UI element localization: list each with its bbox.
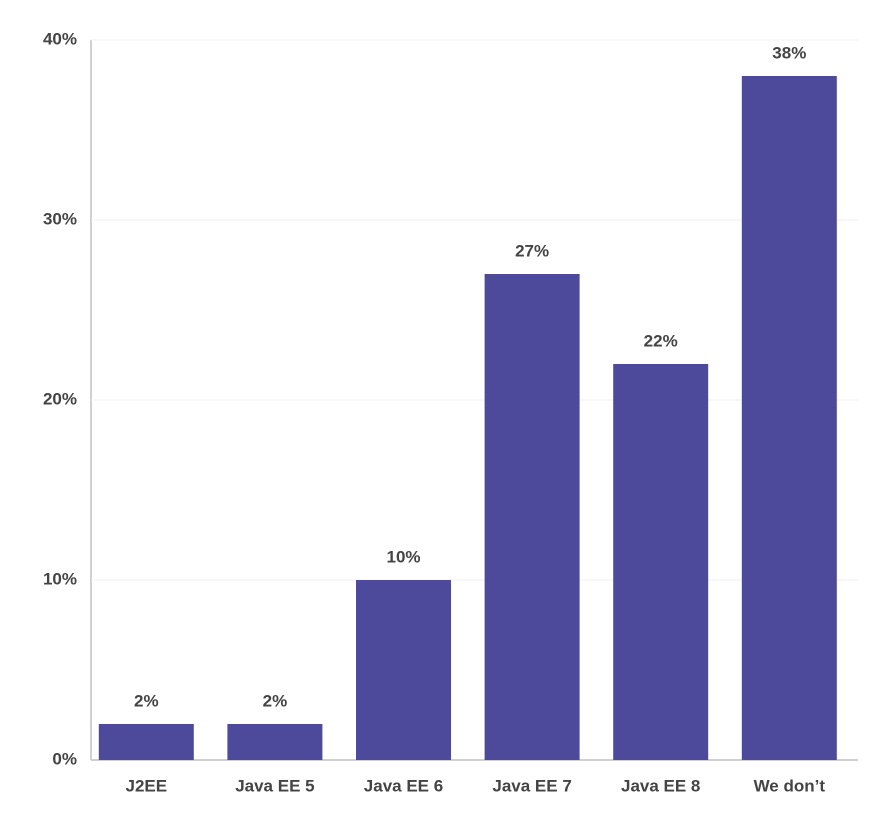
y-tick-label: 0% [52,749,77,768]
bar [613,364,709,760]
value-label: 2% [263,691,288,710]
y-tick-label: 20% [43,389,77,408]
bar [484,274,580,760]
y-tick-label: 30% [43,209,77,228]
y-tick-label: 40% [43,29,77,48]
bar [227,724,323,760]
x-tick-label: Java EE 5 [235,776,314,795]
value-label: 10% [386,547,420,566]
x-tick-label: Java EE 8 [621,776,700,795]
value-label: 22% [644,331,678,350]
x-tick-label: We don’t [754,776,826,795]
value-label: 2% [134,691,159,710]
x-tick-label: Java EE 7 [492,776,571,795]
value-label: 27% [515,241,549,260]
value-label: 38% [772,43,806,62]
bar [356,580,451,760]
y-tick-label: 10% [43,569,77,588]
bar [741,76,837,760]
x-tick-label: J2EE [126,776,168,795]
x-tick-label: Java EE 6 [364,776,443,795]
bar [98,724,194,760]
